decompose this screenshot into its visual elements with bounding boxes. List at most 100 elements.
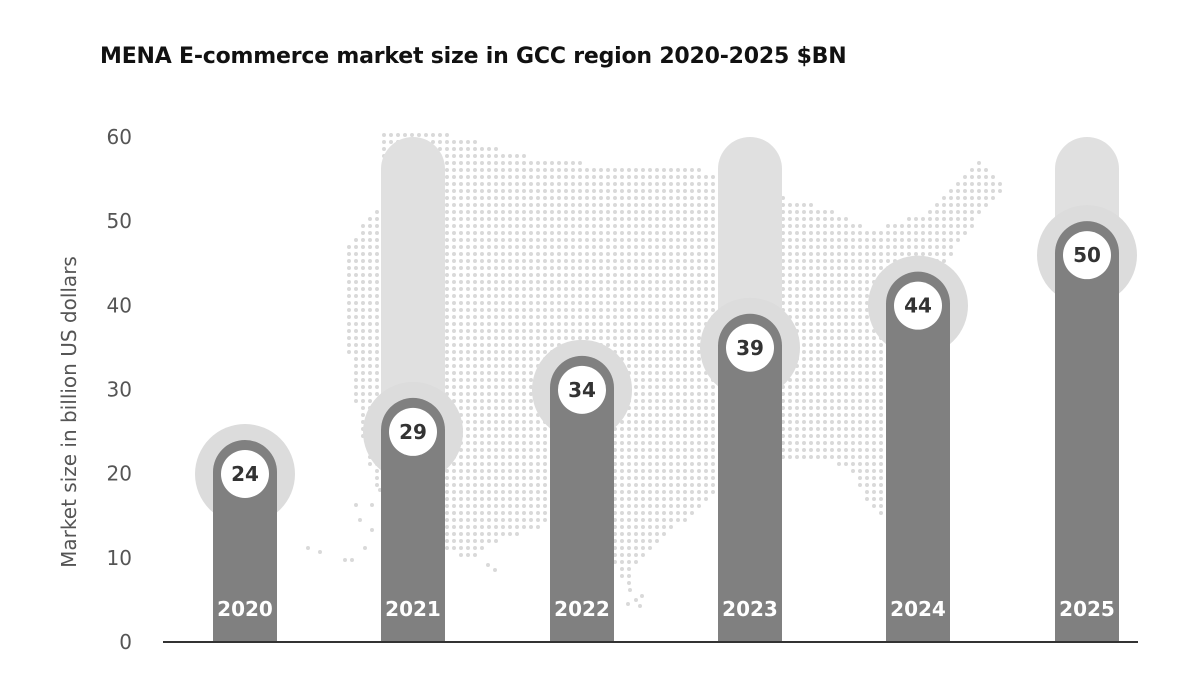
map-dot bbox=[550, 329, 554, 333]
map-dot bbox=[676, 455, 680, 459]
map-dot bbox=[963, 217, 967, 221]
map-dot bbox=[543, 504, 547, 508]
map-dot bbox=[837, 273, 841, 277]
map-dot bbox=[655, 427, 659, 431]
map-dot bbox=[480, 532, 484, 536]
map-dot bbox=[585, 252, 589, 256]
map-dot bbox=[690, 301, 694, 305]
map-dot bbox=[851, 266, 855, 270]
map-dot bbox=[480, 322, 484, 326]
map-dot bbox=[711, 224, 715, 228]
map-dot bbox=[970, 210, 974, 214]
map-dot bbox=[557, 161, 561, 165]
map-dot bbox=[662, 427, 666, 431]
map-dot bbox=[949, 245, 953, 249]
map-dot bbox=[550, 175, 554, 179]
map-dot bbox=[508, 322, 512, 326]
map-dot bbox=[466, 196, 470, 200]
map-dot bbox=[620, 203, 624, 207]
map-dot bbox=[529, 161, 533, 165]
map-dot bbox=[837, 406, 841, 410]
map-dot bbox=[480, 476, 484, 480]
map-dot bbox=[445, 231, 449, 235]
map-dot bbox=[508, 266, 512, 270]
map-dot bbox=[816, 224, 820, 228]
map-dot bbox=[837, 413, 841, 417]
map-dot bbox=[536, 490, 540, 494]
map-dot bbox=[613, 266, 617, 270]
map-dot bbox=[529, 210, 533, 214]
map-dot bbox=[795, 210, 799, 214]
map-dot bbox=[480, 182, 484, 186]
map-dot bbox=[480, 224, 484, 228]
map-dot bbox=[865, 259, 869, 263]
map-dot bbox=[494, 399, 498, 403]
map-dot bbox=[641, 483, 645, 487]
map-dot bbox=[452, 476, 456, 480]
map-dot bbox=[690, 203, 694, 207]
map-dot bbox=[354, 503, 358, 507]
map-dot bbox=[354, 266, 358, 270]
map-dot bbox=[368, 392, 372, 396]
map-dot bbox=[452, 287, 456, 291]
map-dot bbox=[641, 357, 645, 361]
map-dot bbox=[452, 532, 456, 536]
map-dot bbox=[634, 196, 638, 200]
map-dot bbox=[361, 266, 365, 270]
map-dot bbox=[704, 189, 708, 193]
map-dot bbox=[487, 294, 491, 298]
map-dot bbox=[543, 427, 547, 431]
map-dot bbox=[578, 231, 582, 235]
map-dot bbox=[795, 378, 799, 382]
map-dot bbox=[802, 252, 806, 256]
map-dot bbox=[487, 371, 491, 375]
map-dot bbox=[704, 252, 708, 256]
map-dot bbox=[445, 469, 449, 473]
map-dot bbox=[522, 434, 526, 438]
map-dot bbox=[592, 301, 596, 305]
map-dot bbox=[949, 210, 953, 214]
bar-value-label-2023: 39 bbox=[736, 336, 764, 360]
map-dot bbox=[459, 147, 463, 151]
map-dot bbox=[669, 259, 673, 263]
bar-marker-2021 bbox=[389, 407, 437, 456]
map-dot bbox=[354, 336, 358, 340]
map-dot bbox=[375, 238, 379, 242]
map-dot bbox=[865, 322, 869, 326]
bar-value-label-2022: 34 bbox=[568, 378, 596, 402]
map-dot bbox=[935, 245, 939, 249]
map-dot bbox=[494, 371, 498, 375]
map-dot bbox=[452, 350, 456, 354]
map-dot bbox=[956, 224, 960, 228]
map-dot bbox=[370, 503, 374, 507]
map-dot bbox=[564, 266, 568, 270]
map-dot bbox=[480, 525, 484, 529]
map-dot bbox=[865, 245, 869, 249]
map-dot bbox=[676, 259, 680, 263]
map-dot bbox=[466, 399, 470, 403]
map-dot bbox=[508, 518, 512, 522]
map-dot bbox=[655, 182, 659, 186]
map-dot bbox=[683, 252, 687, 256]
map-dot bbox=[662, 357, 666, 361]
map-dot bbox=[494, 441, 498, 445]
map-dot bbox=[858, 371, 862, 375]
map-dot bbox=[522, 357, 526, 361]
map-dot bbox=[662, 315, 666, 319]
map-dot bbox=[529, 483, 533, 487]
map-dot bbox=[704, 294, 708, 298]
map-dot bbox=[487, 448, 491, 452]
map-dot bbox=[669, 245, 673, 249]
map-dot bbox=[648, 462, 652, 466]
map-dot bbox=[830, 266, 834, 270]
map-dot bbox=[690, 476, 694, 480]
map-dot bbox=[606, 231, 610, 235]
map-dot bbox=[942, 252, 946, 256]
map-dot bbox=[830, 322, 834, 326]
map-dot bbox=[515, 434, 519, 438]
map-dot bbox=[515, 462, 519, 466]
map-dot bbox=[676, 231, 680, 235]
map-dot bbox=[655, 210, 659, 214]
map-dot bbox=[823, 301, 827, 305]
